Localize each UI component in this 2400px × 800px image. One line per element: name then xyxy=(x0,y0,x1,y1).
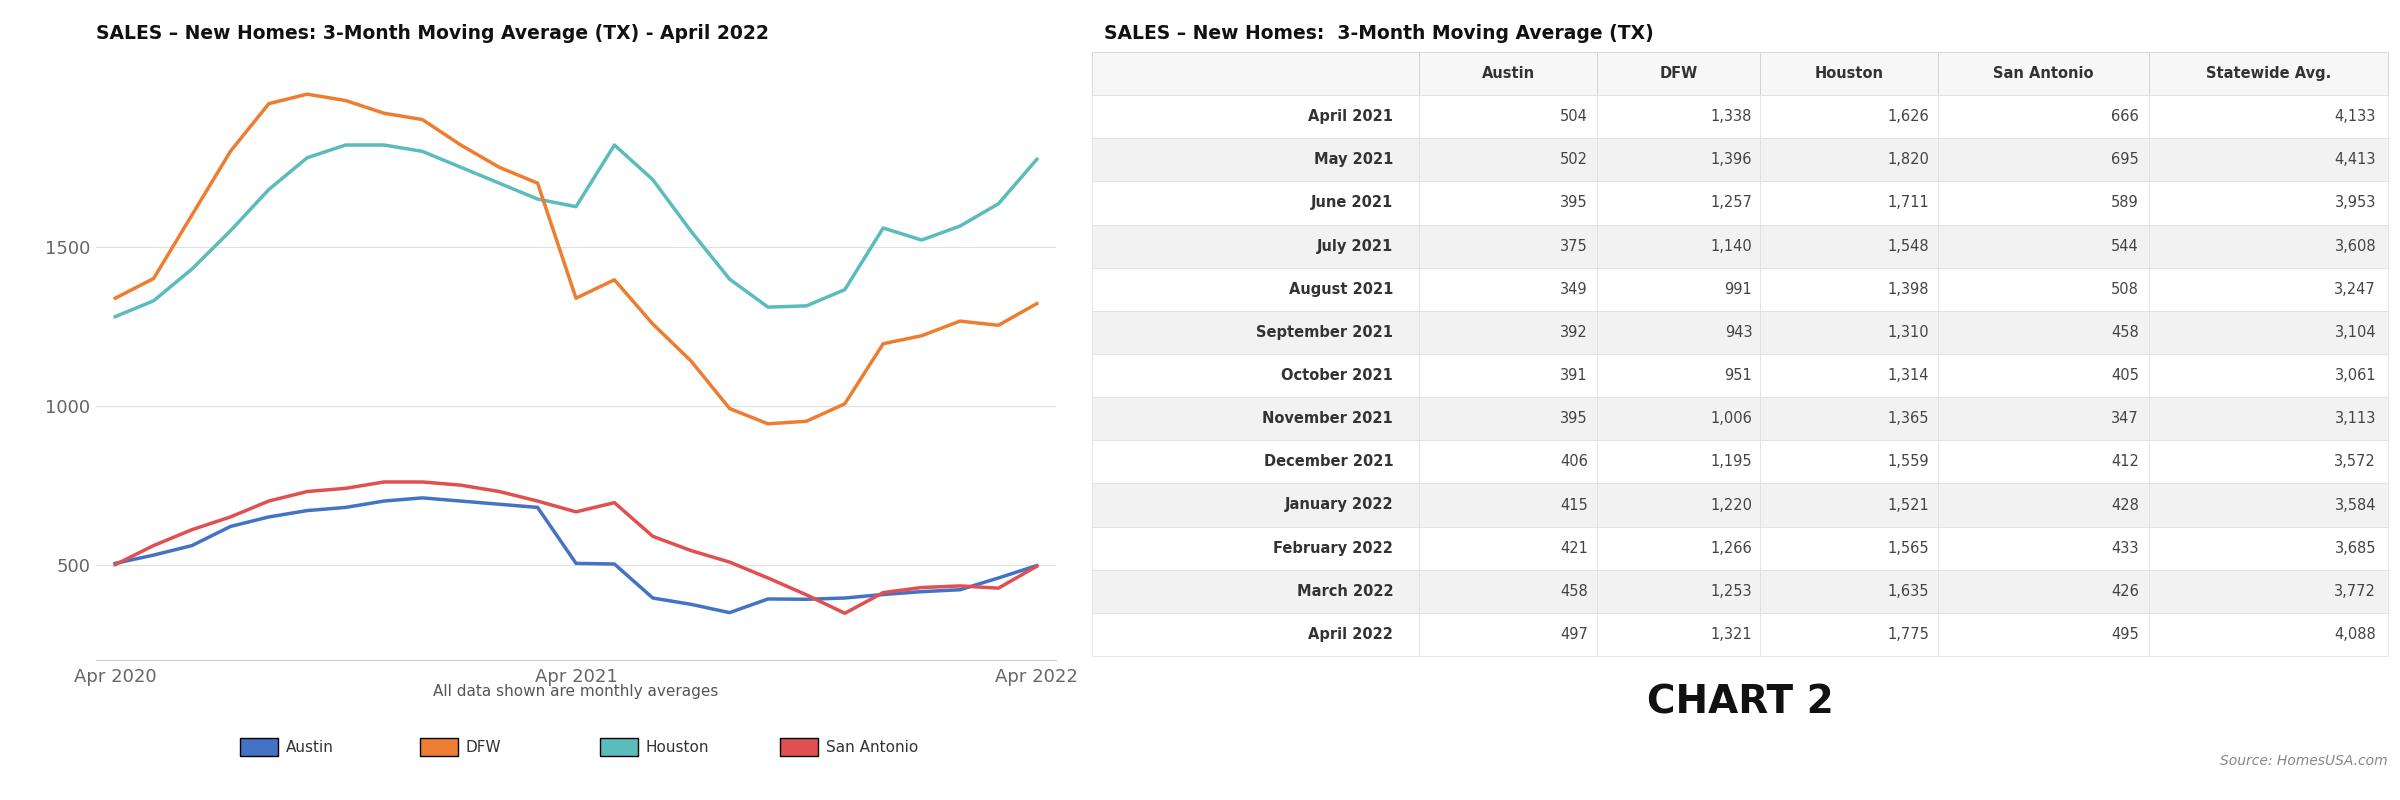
Text: San Antonio: San Antonio xyxy=(826,740,917,754)
Text: CHART 2: CHART 2 xyxy=(1646,684,1834,722)
Text: Houston: Houston xyxy=(646,740,708,754)
Text: SALES – New Homes:  3-Month Moving Average (TX): SALES – New Homes: 3-Month Moving Averag… xyxy=(1104,24,1654,43)
Text: Austin: Austin xyxy=(286,740,334,754)
Text: Source: HomesUSA.com: Source: HomesUSA.com xyxy=(2220,754,2388,768)
Text: All data shown are monthly averages: All data shown are monthly averages xyxy=(434,684,718,699)
Text: DFW: DFW xyxy=(466,740,502,754)
Text: SALES – New Homes: 3-Month Moving Average (TX) - April 2022: SALES – New Homes: 3-Month Moving Averag… xyxy=(96,24,768,43)
